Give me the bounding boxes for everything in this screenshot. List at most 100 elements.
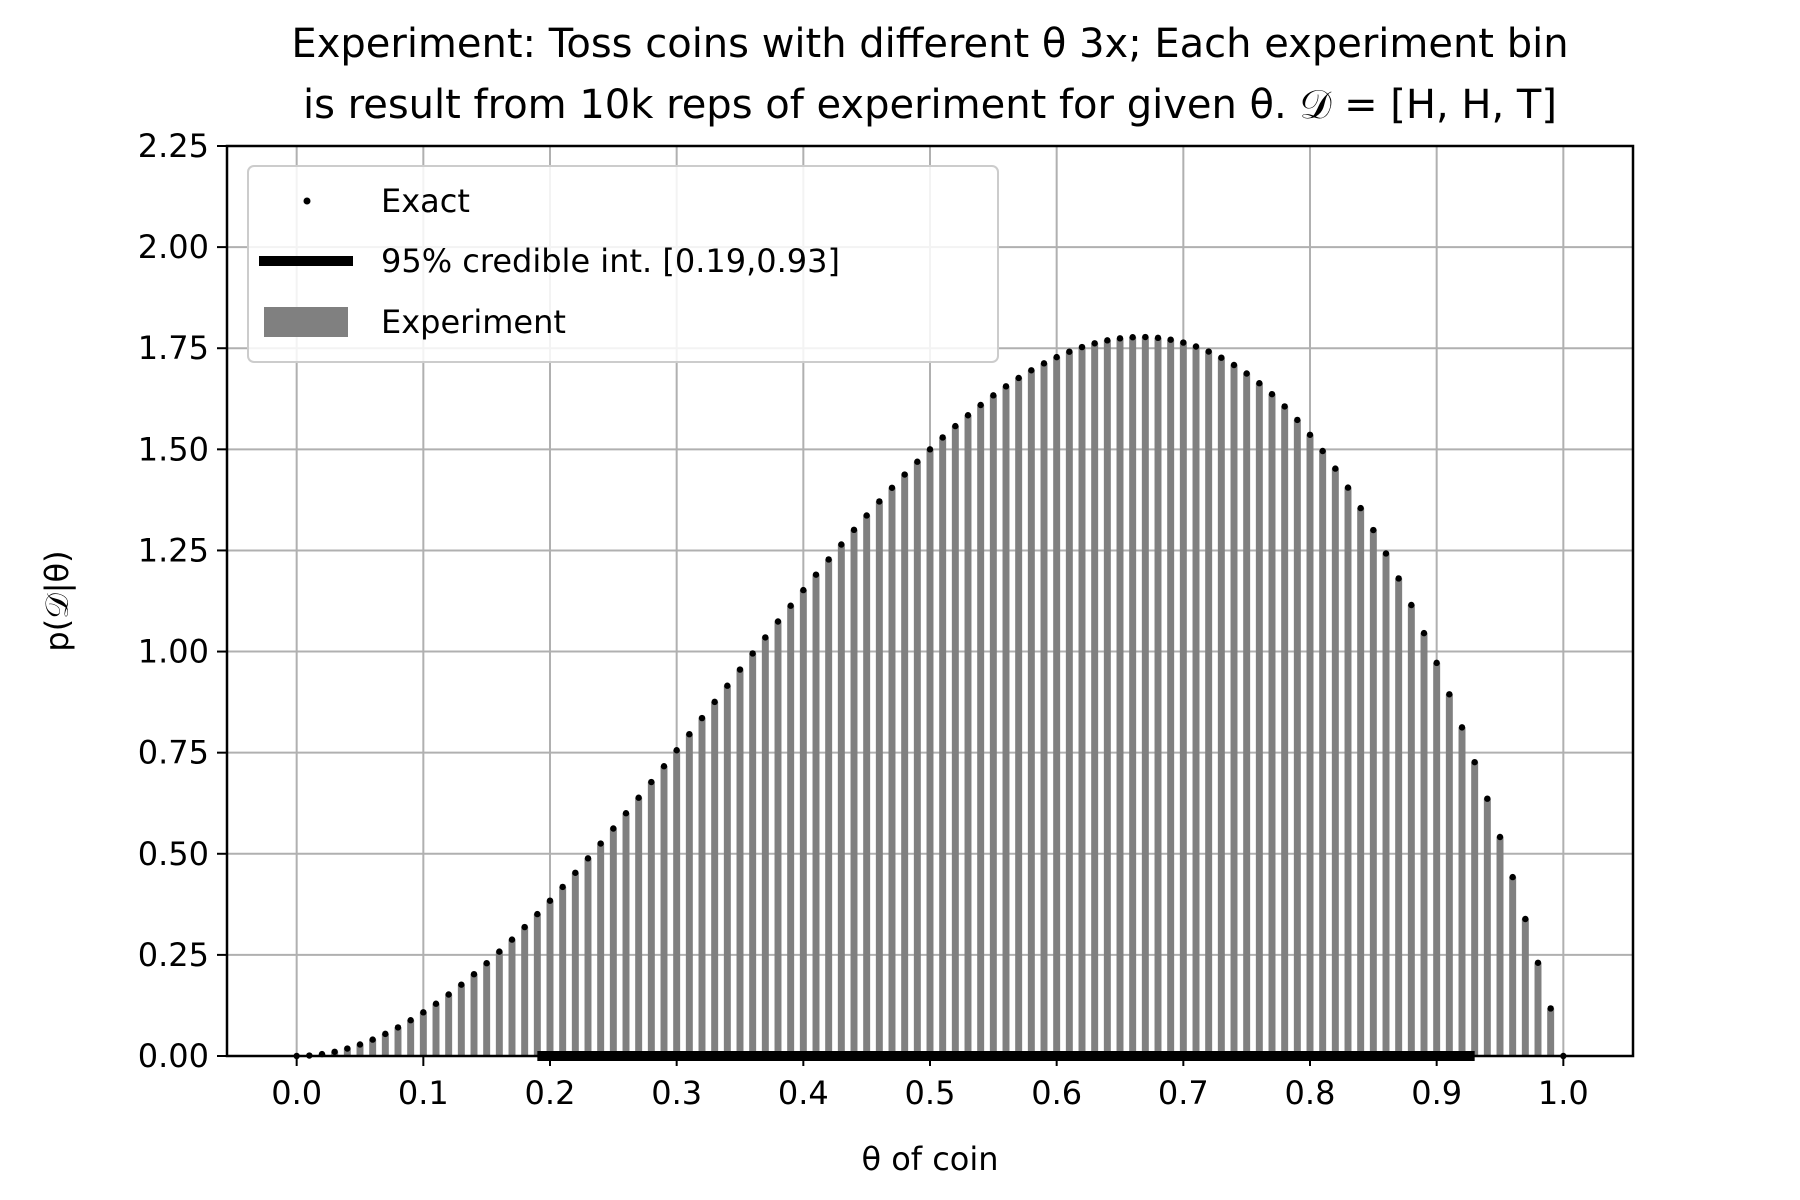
experiment-bar	[1420, 633, 1428, 1056]
x-tick-label: 0.2	[525, 1074, 576, 1112]
exact-point	[812, 571, 820, 578]
experiment-bar	[698, 718, 706, 1056]
experiment-bar	[1129, 337, 1137, 1057]
exact-point	[483, 959, 490, 967]
exact-points	[293, 333, 1567, 1060]
experiment-bar	[1027, 370, 1035, 1056]
exact-point	[1446, 691, 1453, 698]
experiment-bar	[1078, 347, 1086, 1056]
experiment-bar	[1217, 357, 1225, 1056]
y-tick-label: 2.25	[138, 127, 209, 165]
experiment-bar	[951, 426, 959, 1056]
exact-point	[698, 714, 706, 722]
experiment-bar	[356, 1044, 364, 1056]
exact-point	[1344, 484, 1352, 491]
x-tick-label: 0.3	[651, 1074, 702, 1112]
exact-point	[1256, 380, 1263, 387]
legend-box	[247, 165, 999, 363]
experiment-bar	[533, 914, 541, 1056]
exact-point	[496, 948, 503, 955]
exact-point	[546, 897, 554, 904]
exact-point	[686, 730, 693, 738]
exact-point	[394, 1024, 402, 1031]
exact-point	[787, 602, 794, 609]
experiment-bar	[761, 637, 769, 1056]
y-tick-label: 0.75	[138, 734, 209, 772]
exact-point	[800, 586, 807, 594]
exact-point	[1420, 629, 1428, 637]
exact-point	[597, 840, 604, 847]
x-tick-label: 0.7	[1158, 1074, 1209, 1112]
experiment-bar	[989, 395, 997, 1057]
experiment-bar	[749, 653, 757, 1056]
exact-point	[648, 778, 655, 786]
exact-point	[1002, 383, 1010, 390]
exact-point	[534, 910, 541, 918]
experiment-bar	[1167, 339, 1175, 1057]
exact-point	[901, 471, 908, 478]
x-tick-label: 1.0	[1538, 1074, 1589, 1112]
exact-point	[825, 556, 832, 563]
experiment-bar	[1433, 662, 1441, 1056]
exact-point	[572, 869, 579, 876]
exact-point	[724, 682, 731, 689]
exact-point	[1129, 334, 1136, 341]
experiment-bar	[1319, 450, 1327, 1057]
exact-point	[914, 458, 921, 465]
y-axis-ticks: 0.00 0.25 0.50 0.75 1.00 1.25 1.50 1.75 2.00 2.25	[138, 127, 227, 1075]
y-tick-label: 0.00	[138, 1037, 209, 1075]
exact-point	[977, 401, 984, 409]
experiment-bar	[1521, 919, 1529, 1056]
exact-point	[635, 794, 642, 801]
exact-point	[888, 484, 896, 491]
experiment-bar	[483, 963, 491, 1056]
experiment-bar	[1040, 363, 1048, 1057]
experiment-bar	[723, 685, 731, 1056]
exact-point	[1167, 336, 1174, 343]
experiment-bar	[609, 828, 617, 1056]
experiment-bar	[1369, 530, 1377, 1056]
experiment-bar	[901, 474, 909, 1056]
x-tick-label: 0.8	[1285, 1074, 1336, 1112]
exact-point	[1509, 873, 1516, 881]
experiment-bar	[711, 701, 719, 1056]
y-tick-label: 1.50	[138, 430, 209, 468]
exact-point	[1357, 504, 1364, 512]
experiment-bar	[660, 766, 668, 1056]
exact-point	[774, 618, 782, 625]
experiment-bar	[1407, 604, 1415, 1056]
experiment-bar	[1509, 877, 1517, 1056]
experiment-bar	[1382, 553, 1390, 1056]
experiment-bar	[837, 544, 845, 1056]
exact-point	[470, 970, 478, 978]
exact-point	[1332, 465, 1339, 472]
exact-point	[445, 991, 452, 998]
exact-point	[407, 1017, 414, 1024]
experiment-bar	[1293, 419, 1301, 1057]
experiment-bar	[457, 984, 465, 1056]
experiment-bar	[964, 415, 972, 1056]
experiment-bar	[812, 574, 820, 1056]
experiment-bar	[1496, 836, 1504, 1056]
experiment-bar	[521, 927, 529, 1056]
experiment-bar	[343, 1048, 351, 1056]
experiment-bar	[1116, 338, 1124, 1056]
experiment-bar	[1331, 468, 1339, 1056]
experiment-bar	[939, 437, 947, 1056]
x-tick-label: 0.6	[1031, 1074, 1082, 1112]
experiment-bar	[1471, 762, 1479, 1056]
exact-point	[1433, 659, 1440, 667]
experiment-bar	[1344, 487, 1352, 1056]
experiment-bar	[977, 404, 985, 1056]
chart-title-line-2: is result from 10k reps of experiment fo…	[303, 82, 1557, 128]
exact-point	[382, 1030, 389, 1038]
exact-point	[1192, 343, 1200, 350]
exact-point	[926, 446, 934, 453]
exact-point	[1040, 360, 1048, 367]
legend: Exact 95% credible int. [0.19,0.93] Expe…	[247, 165, 999, 363]
exact-point	[584, 855, 592, 862]
y-tick-label: 2.00	[138, 228, 209, 266]
exact-point	[1078, 343, 1086, 351]
exact-point	[508, 936, 516, 943]
exact-point	[1496, 833, 1504, 841]
